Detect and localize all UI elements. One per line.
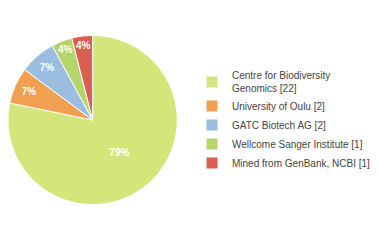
svg-text:4%: 4% [58,44,73,55]
svg-text:4%: 4% [76,40,91,51]
svg-text:7%: 7% [22,86,37,97]
svg-text:Mined from GenBank, NCBI [1]: Mined from GenBank, NCBI [1] [232,158,370,169]
svg-text:Centre for BiodiversityGenomic: Centre for BiodiversityGenomics [22] [232,70,330,94]
svg-text:79%: 79% [109,147,129,158]
svg-text:Wellcome Sanger Institute [1]: Wellcome Sanger Institute [1] [232,139,363,150]
svg-text:7%: 7% [40,62,55,73]
svg-text:GATC Biotech AG [2]: GATC Biotech AG [2] [232,120,326,131]
svg-text:University of Oulu [2]: University of Oulu [2] [232,101,325,112]
